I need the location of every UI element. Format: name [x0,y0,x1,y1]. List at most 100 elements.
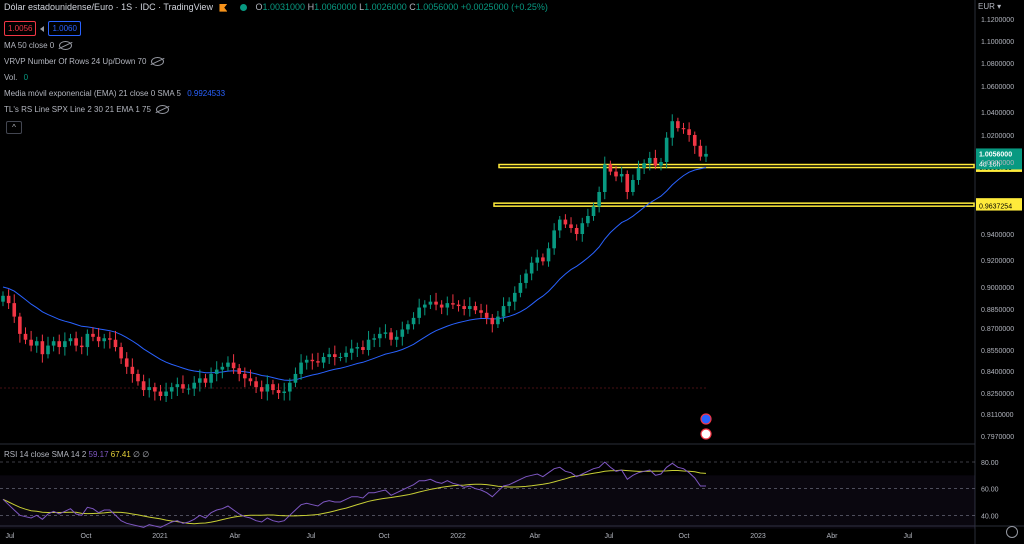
candle[interactable] [209,373,213,383]
candle[interactable] [310,359,315,362]
buy-button[interactable]: 1.0060 [48,21,81,36]
symbol-title[interactable]: Dólar estadounidense/Euro · 1S · IDC · T… [4,2,213,12]
candle[interactable] [96,336,101,342]
candle[interactable] [552,230,556,249]
candle[interactable] [518,282,523,293]
candle[interactable] [389,332,393,340]
candle[interactable] [670,121,675,138]
candle[interactable] [625,174,630,192]
indicator-rs-line[interactable]: TL's RS Line SPX Line 2 30 21 EMA 1 75 [4,105,169,115]
candle[interactable] [473,306,478,311]
candle[interactable] [586,216,590,224]
collapse-legend-button[interactable]: ^ [6,121,22,134]
candle[interactable] [462,306,466,309]
candle[interactable] [192,382,197,389]
candle[interactable] [108,338,112,340]
candle[interactable] [664,137,669,162]
candle[interactable] [259,387,264,392]
candle[interactable] [451,303,455,305]
candle[interactable] [79,345,84,348]
candle[interactable] [288,382,292,392]
candle[interactable] [394,336,399,340]
candle[interactable] [417,307,421,318]
candle[interactable] [557,219,562,231]
gear-icon[interactable] [1006,526,1018,538]
hide-eye-icon[interactable] [151,57,165,67]
indicator-volume[interactable]: Vol. 0 [4,73,29,82]
candle[interactable] [423,304,427,308]
candle[interactable] [186,388,191,390]
candle[interactable] [23,333,28,340]
candle[interactable] [68,338,73,342]
candle[interactable] [524,273,528,283]
candle[interactable] [299,362,303,374]
candle[interactable] [400,329,405,337]
candle[interactable] [602,164,607,192]
candle[interactable] [619,174,624,177]
candle[interactable] [34,341,39,346]
candle[interactable] [574,228,579,234]
candle[interactable] [383,332,388,334]
candle[interactable] [361,347,365,350]
candle[interactable] [591,206,596,216]
candle[interactable] [102,338,107,342]
candle[interactable] [344,352,348,357]
candle[interactable] [608,164,613,172]
candle[interactable] [614,171,618,177]
candle[interactable] [434,301,438,305]
candle[interactable] [63,341,67,348]
candle[interactable] [237,368,242,374]
candle[interactable] [535,257,540,263]
candle[interactable] [304,359,309,363]
candle[interactable] [153,387,157,392]
candle[interactable] [220,366,225,370]
candle[interactable] [248,378,253,382]
candle[interactable] [327,354,331,357]
candle[interactable] [681,128,686,130]
candle[interactable] [512,292,517,302]
candle[interactable] [254,381,258,388]
candle[interactable] [141,381,146,391]
candle[interactable] [12,303,17,317]
candle[interactable] [316,361,320,363]
candle[interactable] [546,248,551,262]
candle[interactable] [57,341,62,348]
candle[interactable] [91,333,95,337]
candle[interactable] [6,295,11,304]
candle[interactable] [40,341,45,355]
candle[interactable] [428,301,433,305]
rsi-legend[interactable]: RSI 14 close SMA 14 2 59.17 67.41 ∅ ∅ [4,450,150,459]
candle[interactable] [338,357,343,358]
indicator-ema[interactable]: Media móvil exponencial (EMA) 21 close 0… [4,89,226,98]
candle[interactable] [169,387,174,392]
candle[interactable] [124,358,129,367]
candle[interactable] [479,310,483,313]
event-icon[interactable] [700,413,712,425]
candle[interactable] [226,362,230,367]
candle[interactable] [597,192,601,207]
candle[interactable] [243,373,247,379]
candle[interactable] [653,157,658,166]
flag-icon[interactable] [219,3,228,12]
candle[interactable] [676,121,680,129]
resistance-zone[interactable] [498,163,975,169]
candle[interactable] [1,295,5,302]
candle[interactable] [467,306,472,309]
candle[interactable] [265,384,270,392]
candle[interactable] [507,301,511,307]
candle[interactable] [456,304,461,307]
candle[interactable] [378,333,382,339]
candle[interactable] [271,384,275,391]
candle[interactable] [18,316,22,334]
candle[interactable] [158,391,163,396]
currency-label[interactable]: EUR ▾ [978,2,1002,11]
candle[interactable] [175,384,180,388]
candle[interactable] [119,347,123,359]
candle[interactable] [484,312,489,318]
hide-eye-icon[interactable] [59,41,73,51]
candle[interactable] [282,391,286,393]
candle[interactable] [687,129,691,135]
sell-button[interactable]: 1.0056 [4,21,37,36]
dividend-icon[interactable] [700,428,712,440]
